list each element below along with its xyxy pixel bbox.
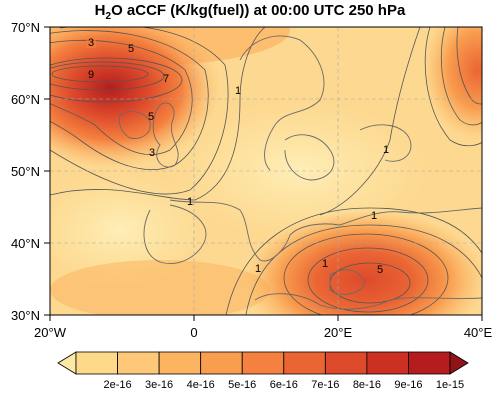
contour-label: 7 — [163, 73, 169, 85]
contour-label: 5 — [148, 111, 154, 123]
lon-tick-label: 20°W — [34, 325, 67, 340]
lat-tick-label: 70°N — [11, 20, 40, 35]
colorbar-box — [283, 351, 326, 375]
colorbar-box — [241, 351, 285, 375]
colorbar-box — [200, 351, 243, 375]
lon-tick-label: 40°E — [464, 325, 493, 340]
field-low-central — [170, 100, 430, 240]
colorbar-label: 9e-16 — [394, 379, 422, 391]
contour-labels: 3 5 9 7 1 5 3 1 1 1 1 1 5 — [86, 36, 389, 276]
colorbar-label: 2e-16 — [103, 379, 131, 391]
contour-label: 3 — [149, 147, 155, 159]
contour-label: 1 — [187, 196, 193, 208]
colorbar-box — [117, 351, 160, 375]
colorbar-label: 4e-16 — [187, 379, 215, 391]
colorbar-label: 5e-16 — [228, 379, 256, 391]
colorbar-box — [75, 351, 118, 375]
lon-tick-label: 0 — [190, 325, 197, 340]
field-low-southwest — [50, 170, 210, 290]
contours-northeast — [424, 27, 482, 147]
contour-label: 1 — [371, 210, 377, 222]
contour-label: 5 — [128, 43, 134, 55]
map-title: H2O aCCF (K/kg(fuel)) at 00:00 UTC 250 h… — [94, 2, 406, 22]
lat-tick-label: 50°N — [11, 164, 40, 179]
lat-tick-label: 30°N — [11, 308, 40, 323]
contour-label: 3 — [88, 37, 94, 49]
contour-central-line — [50, 27, 421, 216]
contour-label: 1 — [255, 263, 261, 275]
contour-label: 5 — [377, 264, 383, 276]
contour-label: 1 — [383, 144, 389, 156]
colorbar-label: 8e-16 — [353, 379, 381, 391]
colorbar-label: 7e-16 — [311, 379, 339, 391]
colorbar-label: 6e-16 — [270, 379, 298, 391]
contour-label: 9 — [88, 69, 94, 81]
field-south-band — [50, 260, 270, 315]
colorbar-label: 1e-15 — [436, 379, 464, 391]
colorbar-label: 3e-16 — [145, 379, 173, 391]
map-plot-area — [50, 27, 482, 315]
lat-tick-label: 60°N — [11, 92, 40, 107]
tick-marks — [44, 26, 483, 321]
contours-northwest — [50, 27, 229, 195]
coastlines — [118, 35, 482, 310]
colorbar-min-arrow — [57, 351, 77, 375]
lon-tick-label: 20°E — [324, 325, 353, 340]
field-high-northeast — [423, 27, 482, 140]
colorbar: 2e-16 3e-16 4e-16 5e-16 6e-16 7e-16 8e-16 9e-16… — [57, 351, 469, 391]
colorbar-box — [408, 351, 451, 375]
colorbar-box — [158, 351, 202, 375]
colorbar-box — [324, 351, 368, 375]
colorbar-max-arrow — [449, 351, 469, 375]
gridlines — [50, 27, 482, 315]
contour-label: 1 — [322, 258, 328, 270]
field-high-southeast — [245, 210, 482, 315]
lat-tick-label: 40°N — [11, 236, 40, 251]
colorbar-box — [366, 351, 409, 375]
contour-label: 1 — [235, 85, 241, 97]
